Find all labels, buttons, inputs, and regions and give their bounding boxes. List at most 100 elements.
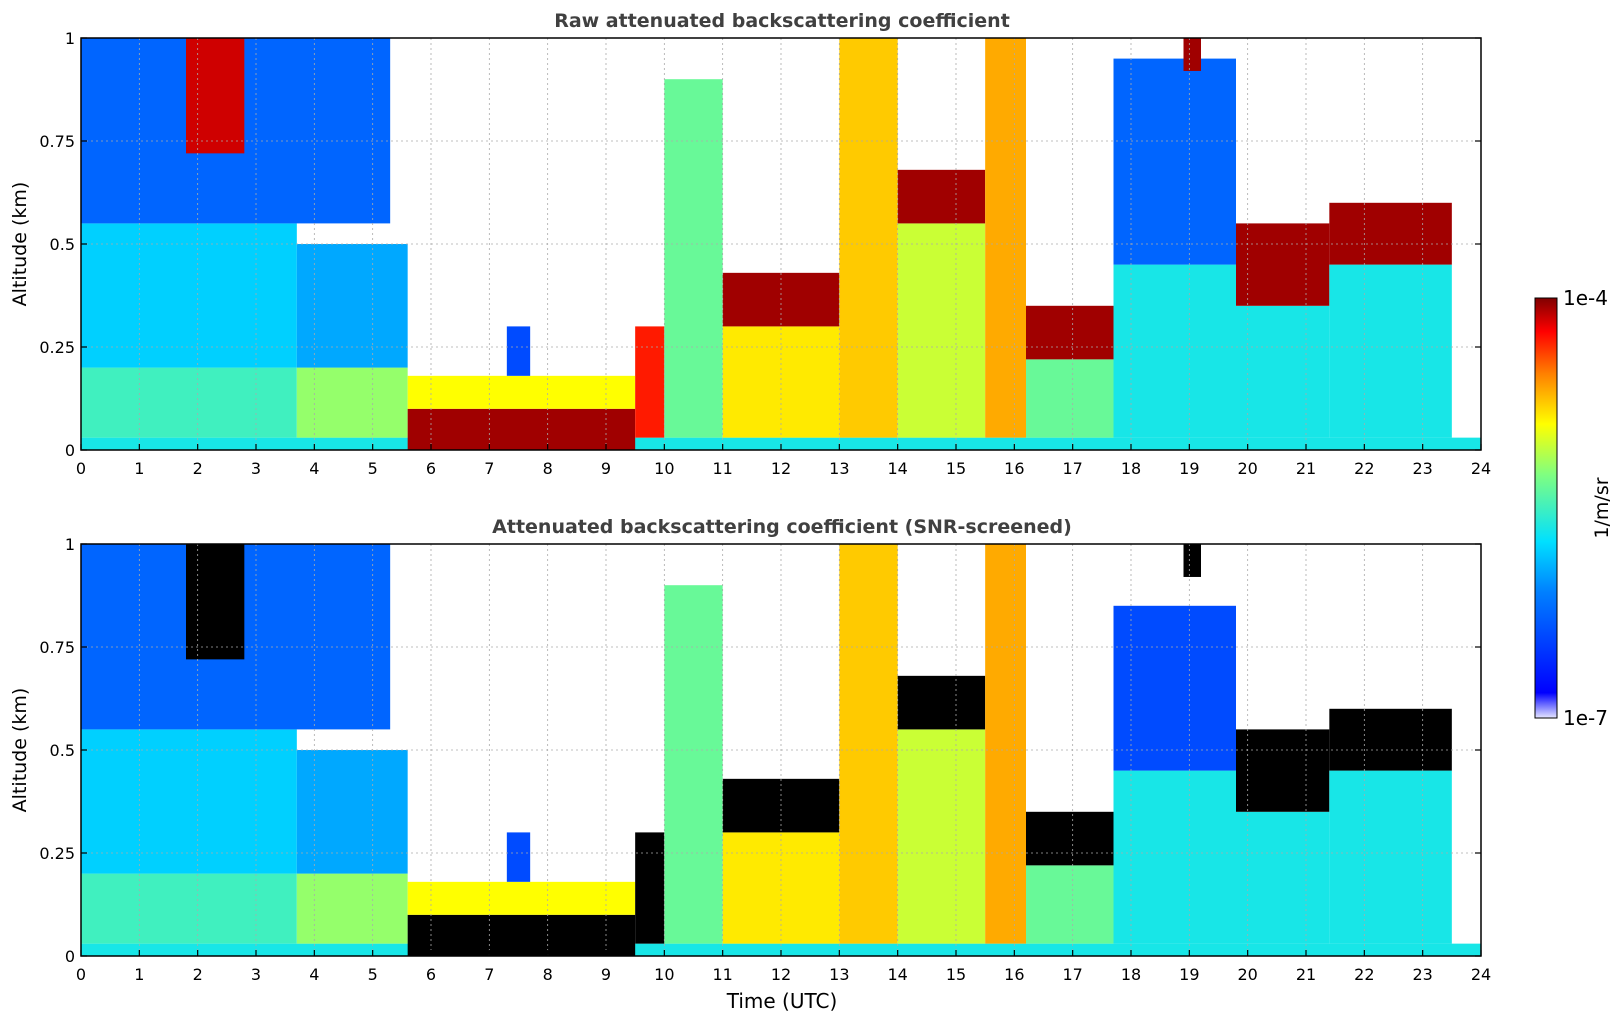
heatmap-cell (1236, 305, 1330, 438)
x-tick-label: 18 (1121, 965, 1141, 984)
x-tick-label: 8 (543, 459, 553, 478)
x-tick-label: 14 (887, 459, 907, 478)
heatmap-cell (635, 326, 665, 438)
x-tick-label: 13 (829, 459, 849, 478)
x-tick-label: 4 (309, 965, 319, 984)
x-tick-label: 12 (771, 459, 791, 478)
x-tick-label: 16 (1004, 965, 1024, 984)
colorbar-min-label: 1e-7 (1563, 706, 1608, 730)
x-tick-label: 1 (134, 459, 144, 478)
x-tick-label: 24 (1471, 459, 1491, 478)
x-axis-label: Time (UTC) (726, 989, 838, 1013)
y-axis-ticks: 0 0.25 0.5 0.75 1 (39, 29, 1481, 460)
x-tick-label: 12 (771, 965, 791, 984)
heatmap-cell (296, 244, 408, 368)
colorbar-gradient (1534, 297, 1558, 719)
x-tick-label: 0 (76, 459, 86, 478)
x-tick-label: 21 (1296, 459, 1316, 478)
y-tick-label: 0.75 (39, 132, 75, 151)
heatmap-cell (1236, 811, 1330, 944)
heatmap-cell (1329, 264, 1452, 438)
heatmap-cell (296, 873, 408, 944)
x-tick-label: 6 (426, 965, 436, 984)
y-tick-label: 0.5 (50, 235, 75, 254)
heatmap-cell (839, 544, 898, 944)
heatmap-cell (1026, 811, 1114, 866)
x-axis-ticks: 0 1 2 3 4 5 6 7 8 9 10 11 12 13 14 15 16 17 18 19 20 21 22 23 24 (76, 444, 1491, 478)
heatmap-cell (1329, 770, 1452, 944)
heatmap-cell (1236, 223, 1330, 306)
heatmap-cell (664, 79, 723, 438)
x-tick-label: 19 (1179, 965, 1199, 984)
y-tick-label: 0 (65, 947, 75, 966)
x-tick-label: 5 (368, 459, 378, 478)
x-axis-ticks: 0 1 2 3 4 5 6 7 8 9 10 11 12 13 14 15 16 17 18 19 20 21 22 23 24 (76, 950, 1491, 984)
heatmap-cell (1183, 544, 1201, 577)
heatmap-cell (1113, 605, 1236, 771)
heatmap-cell (186, 38, 245, 154)
x-tick-label: 10 (654, 965, 674, 984)
x-tick-label: 19 (1179, 459, 1199, 478)
x-tick-label: 15 (946, 459, 966, 478)
heatmap-cell (81, 367, 297, 438)
x-tick-label: 15 (946, 965, 966, 984)
x-tick-label: 7 (484, 965, 494, 984)
x-tick-label: 3 (251, 459, 261, 478)
heatmap-cell (296, 750, 408, 874)
heatmap-cell (81, 873, 297, 944)
x-tick-label: 11 (712, 459, 732, 478)
y-tick-label: 1 (65, 535, 75, 554)
heatmap-cell (296, 367, 408, 438)
y-tick-label: 0 (65, 441, 75, 460)
heatmap-cell (897, 169, 986, 224)
heatmap-cell (664, 585, 723, 944)
heatmap-cell (1026, 305, 1114, 360)
heatmap-cell (407, 914, 636, 956)
y-axis-ticks: 0 0.25 0.5 0.75 1 (39, 535, 1481, 966)
x-tick-label: 1 (134, 965, 144, 984)
x-tick-label: 0 (76, 965, 86, 984)
x-tick-label: 20 (1237, 459, 1257, 478)
heatmap-cell (1113, 770, 1236, 944)
heatmap-cell (506, 326, 531, 376)
heatmap-cell (897, 729, 986, 944)
x-tick-label: 17 (1062, 965, 1082, 984)
x-tick-label: 4 (309, 459, 319, 478)
heatmap-cell (1026, 359, 1114, 438)
heatmap-cell (407, 375, 636, 409)
x-tick-label: 23 (1412, 965, 1432, 984)
heatmap-cell (985, 38, 1026, 438)
y-tick-label: 0.25 (39, 844, 75, 863)
screened-backscatter-panel: Attenuated backscattering coefficient (S… (9, 516, 1491, 1013)
x-tick-label: 3 (251, 965, 261, 984)
panel-title: Raw attenuated backscattering coefficien… (554, 10, 1010, 32)
y-tick-label: 0.75 (39, 638, 75, 657)
x-tick-label: 22 (1354, 965, 1374, 984)
x-tick-label: 8 (543, 965, 553, 984)
heatmap-cell (407, 881, 636, 915)
heatmap-cell (1236, 729, 1330, 812)
x-tick-label: 11 (712, 965, 732, 984)
heatmap-cell (407, 408, 636, 450)
y-tick-label: 0.5 (50, 741, 75, 760)
heatmap-cell (1183, 38, 1201, 71)
panel-title: Attenuated backscattering coefficient (S… (492, 516, 1072, 538)
x-tick-label: 10 (654, 459, 674, 478)
heatmap-cell (985, 544, 1026, 944)
x-tick-label: 21 (1296, 965, 1316, 984)
x-tick-label: 7 (484, 459, 494, 478)
heatmap-cell (1329, 708, 1452, 771)
heatmap-cell (81, 223, 297, 368)
x-tick-label: 9 (601, 459, 611, 478)
heatmap-cell (506, 832, 531, 882)
y-axis-label: Altitude (km) (9, 182, 31, 307)
x-tick-label: 6 (426, 459, 436, 478)
y-axis-label: Altitude (km) (9, 688, 31, 813)
y-tick-label: 0.25 (39, 338, 75, 357)
raw-backscatter-panel: Raw attenuated backscattering coefficien… (9, 10, 1491, 478)
colorbar-unit-label: 1/m/sr (1591, 477, 1613, 538)
heatmap-cell (897, 675, 986, 730)
x-tick-label: 16 (1004, 459, 1024, 478)
heatmap-cell (186, 544, 245, 660)
